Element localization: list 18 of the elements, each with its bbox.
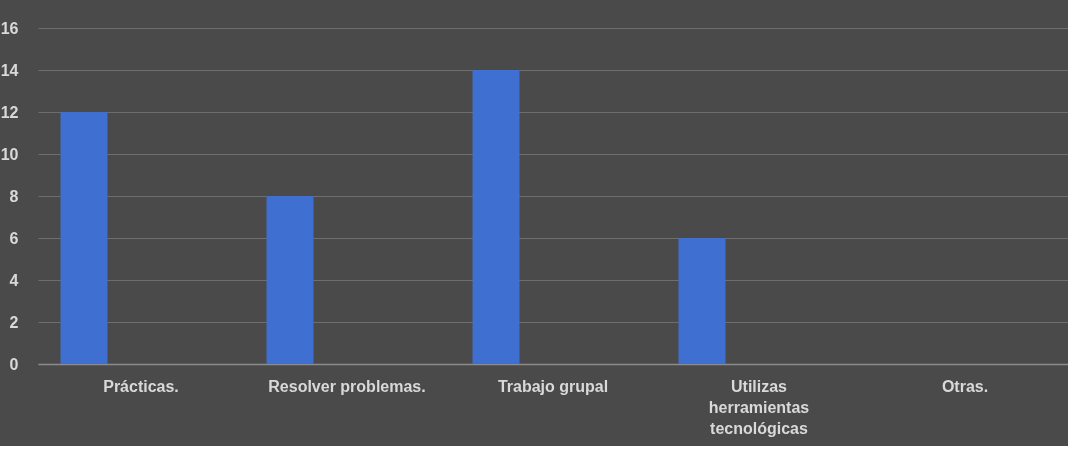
bar — [472, 70, 520, 364]
y-tick-label: 10 — [0, 145, 19, 163]
x-tick-label: Trabajo grupal — [497, 377, 609, 395]
y-tick-label: 12 — [0, 103, 19, 121]
y-tick-label: 8 — [9, 187, 19, 205]
y-tick-label: 16 — [0, 19, 19, 37]
y-tick-label: 0 — [9, 355, 19, 373]
y-tick-label: 14 — [0, 61, 19, 79]
bar — [678, 238, 726, 364]
y-tick-label: 2 — [9, 313, 19, 331]
y-tick-label: 4 — [9, 271, 19, 289]
x-tick-label: Utilizas herramientas tecnológicas — [708, 377, 810, 437]
x-tick-label: Prácticas. — [103, 377, 179, 395]
bar — [266, 196, 314, 364]
x-tick-label: Otras. — [941, 377, 989, 395]
bar — [60, 112, 108, 364]
y-tick-label: 6 — [9, 229, 19, 247]
x-tick-label: Resolver problemas. — [268, 377, 426, 395]
